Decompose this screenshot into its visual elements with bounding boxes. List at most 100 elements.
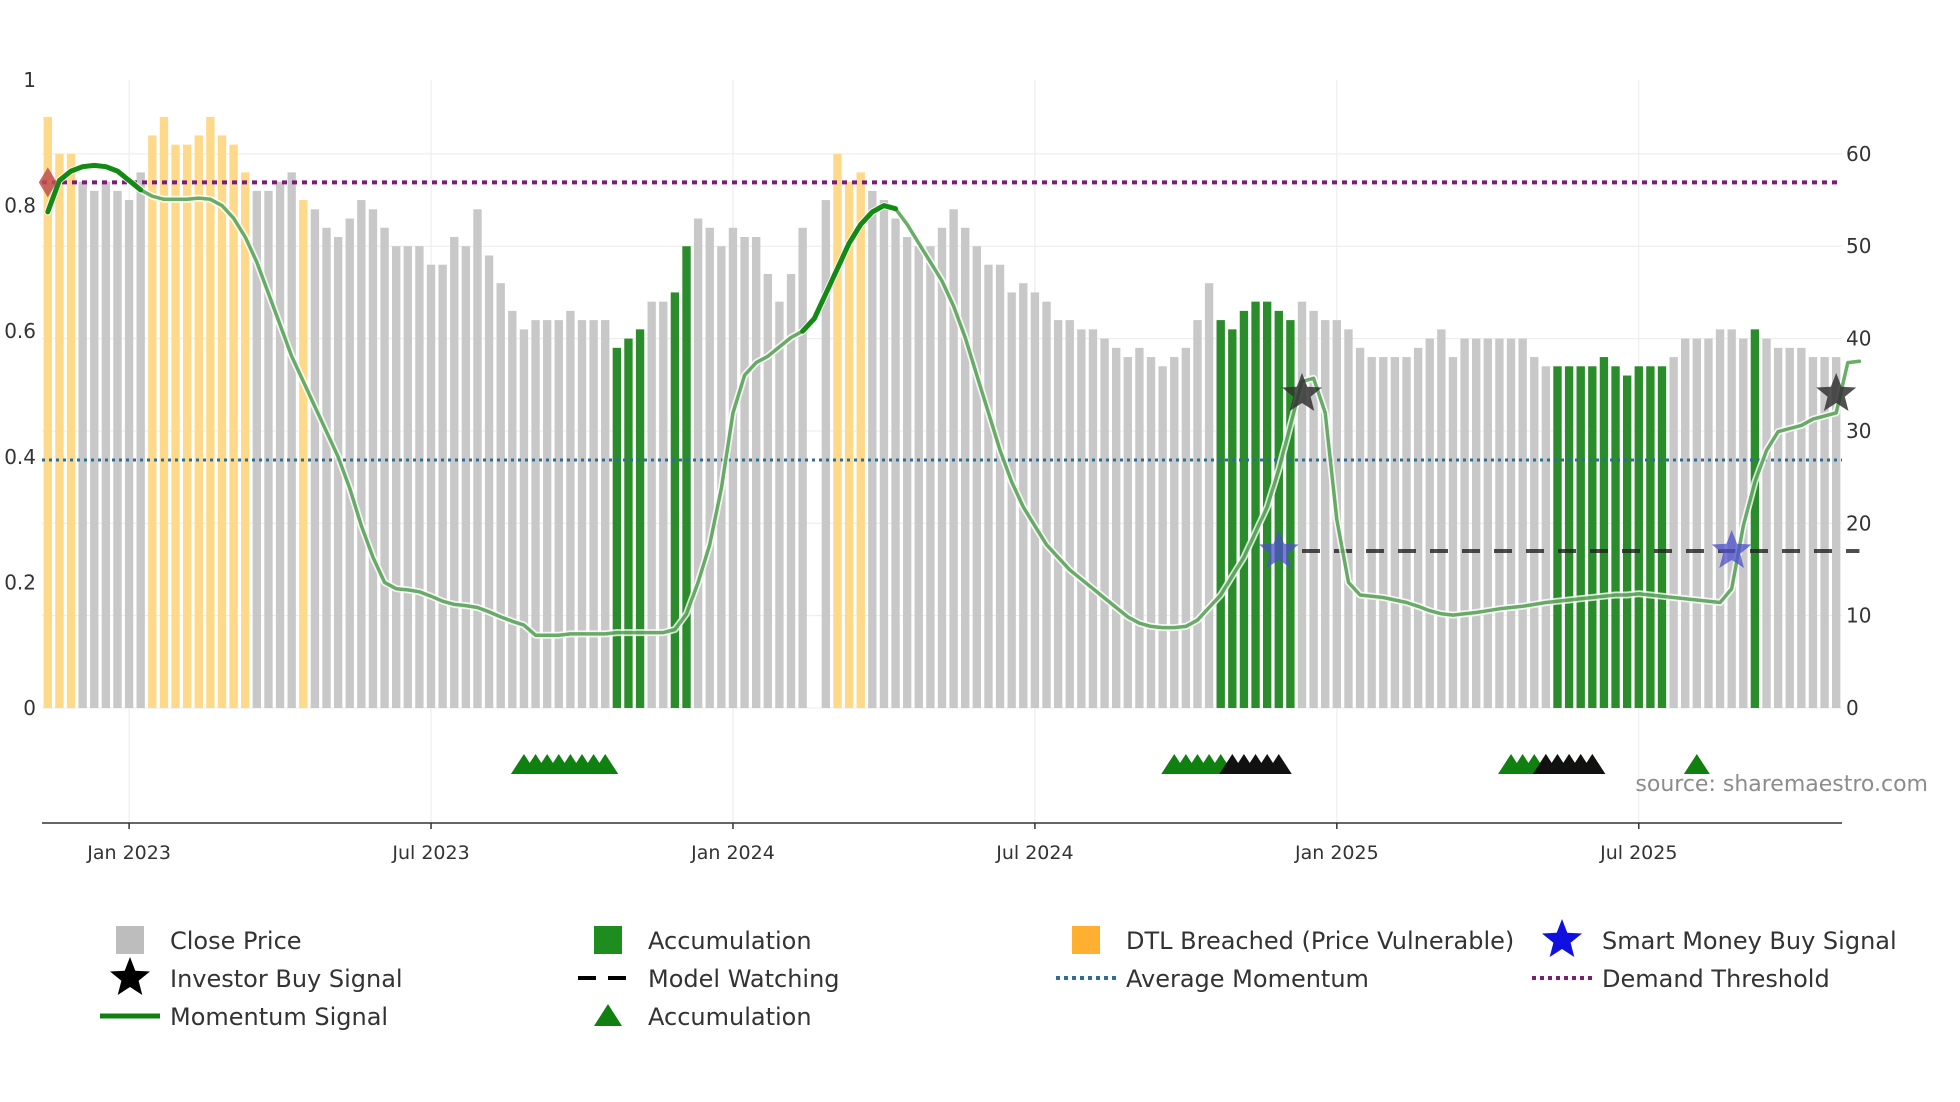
investor-star-icon <box>110 957 150 995</box>
legend-item-avg: Average Momentum <box>1056 965 1369 993</box>
dtl-breached-bar <box>182 144 192 708</box>
dtl-breach-marker <box>38 167 57 198</box>
close-price-bar <box>1355 347 1365 708</box>
close-price-bar <box>961 227 970 708</box>
close-price-bar <box>1518 338 1527 708</box>
close-price-bar <box>333 237 343 708</box>
momentum-signal-strong-segment <box>45 162 144 215</box>
close-price-bar <box>403 246 412 708</box>
close-price-bar <box>1077 329 1086 708</box>
close-price-swatch <box>116 926 144 954</box>
legend-item-close: Close Price <box>116 926 302 955</box>
close-price-bar <box>902 237 912 708</box>
close-price-bar <box>1135 347 1144 708</box>
dtl-breached-bar <box>194 135 203 709</box>
x-axis-tick-label: Jul 2025 <box>1599 842 1677 864</box>
close-price-bar <box>1425 338 1434 708</box>
accumulation-bar <box>1622 375 1632 708</box>
accumulation-triangle <box>1683 754 1710 774</box>
close-price-bar <box>461 246 471 708</box>
dtl-breached-bar <box>299 200 308 708</box>
accumulation-bar <box>635 329 645 708</box>
right-axis-tick-label: 20 <box>1846 511 1871 535</box>
x-axis-tick-label: Jul 2023 <box>391 842 469 864</box>
close-price-bar <box>1158 366 1167 708</box>
accumulation-bar <box>1553 366 1562 708</box>
close-price-bars <box>43 116 1841 709</box>
close-price-bar <box>1669 357 1678 708</box>
close-price-bar <box>415 246 424 708</box>
accumulation-bar <box>1646 366 1655 708</box>
dtl-breached-bar <box>55 153 64 709</box>
close-price-bar <box>1762 338 1771 708</box>
close-price-bar <box>1170 357 1179 708</box>
dtl-breached-bar <box>217 135 227 709</box>
close-price-bar <box>357 200 366 708</box>
close-price-bar <box>450 237 459 708</box>
close-price-bar <box>310 209 320 708</box>
close-price-bar <box>392 246 401 708</box>
close-price-bar <box>1019 283 1028 708</box>
close-price-bar <box>519 329 529 708</box>
momentum-signal-layer <box>44 161 1863 639</box>
x-axis-tick-label: Jul 2024 <box>995 842 1073 864</box>
close-price-bar <box>1715 329 1725 708</box>
left-axis-tick-label: 0.4 <box>4 445 36 469</box>
legend-item-investor: Investor Buy Signal <box>110 957 403 995</box>
close-price-bar <box>891 218 900 708</box>
left-axis-tick-label: 0.2 <box>4 570 36 594</box>
accumulation-bar <box>612 347 622 708</box>
close-price-bar <box>1123 357 1132 708</box>
close-price-bar <box>995 264 1005 708</box>
close-price-bar <box>1483 338 1492 708</box>
close-price-bar <box>1100 338 1109 708</box>
legend-item-dtl: DTL Breached (Price Vulnerable) <box>1072 926 1514 955</box>
close-price-bar <box>252 190 262 708</box>
close-price-bar <box>264 190 273 708</box>
dtl-breached-bar <box>856 172 865 709</box>
accumulation-triangle-row <box>510 754 1710 774</box>
accumulation-bar <box>1576 366 1585 708</box>
legend-item-watch: Model Watching <box>578 965 840 993</box>
dtl-breached-bar <box>43 116 52 709</box>
accumulation-bar <box>1657 366 1667 708</box>
legend-item-acc_bar: Accumulation <box>594 926 812 955</box>
close-price-bar <box>287 172 296 709</box>
close-price-bar <box>1832 357 1841 708</box>
accumulation-triangle-icon <box>594 1004 622 1026</box>
legend-label: Average Momentum <box>1126 965 1369 993</box>
close-price-bar <box>879 200 889 708</box>
close-price-bar <box>1808 357 1818 708</box>
close-price-bar <box>275 181 285 708</box>
reference-lines <box>42 180 1860 553</box>
legend-label: Investor Buy Signal <box>170 965 403 993</box>
close-price-bar <box>1506 338 1516 708</box>
investor-triangle <box>1579 754 1606 774</box>
close-price-bar <box>78 181 87 708</box>
close-price-bar <box>1112 347 1121 708</box>
close-price-bar <box>926 246 935 708</box>
accumulation-bar <box>1239 310 1249 708</box>
close-price-bar <box>124 200 134 708</box>
dtl-breached-bar <box>206 116 215 709</box>
close-price-bar <box>752 237 761 708</box>
accumulation-bar <box>1564 366 1574 708</box>
legend: Close Price Accumulation DTL Breached (Pri… <box>100 919 1897 1031</box>
legend-label: Model Watching <box>648 965 840 993</box>
accumulation-triangle <box>592 754 619 774</box>
close-price-bar <box>740 237 749 708</box>
left-axis-tick-label: 0.6 <box>4 319 36 343</box>
dtl-breached-bar <box>844 181 854 708</box>
close-price-bar <box>589 320 598 708</box>
close-price-bar <box>984 264 993 708</box>
close-price-bar <box>1309 310 1318 708</box>
accumulation-bar <box>1611 366 1620 708</box>
dtl-breached-bar <box>833 153 842 709</box>
close-price-bar <box>508 310 517 708</box>
x-axis-tick-label: Jan 2024 <box>690 842 775 864</box>
close-price-bar <box>1390 357 1400 708</box>
x-axis-tick-label: Jan 2023 <box>86 842 171 864</box>
close-price-bar <box>1820 357 1829 708</box>
smart-money-buy-signal-star <box>1258 530 1299 568</box>
close-price-bar <box>1367 357 1376 708</box>
